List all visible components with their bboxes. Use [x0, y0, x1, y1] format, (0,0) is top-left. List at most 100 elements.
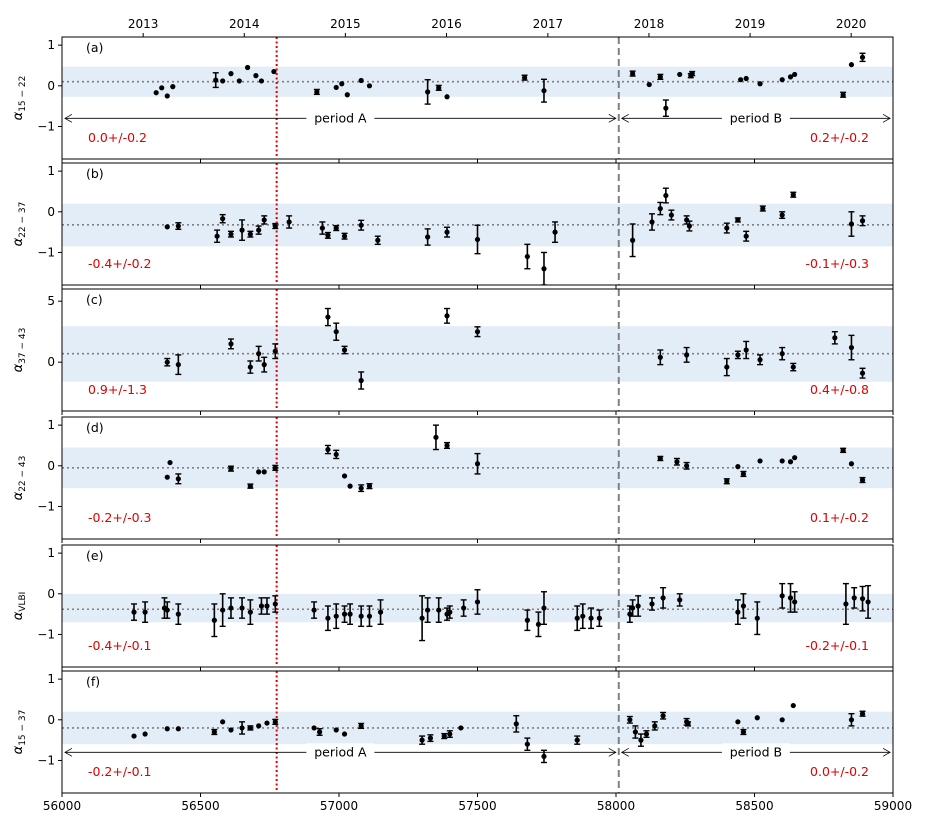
panel-label: (e): [86, 548, 103, 563]
data-point: [626, 715, 633, 724]
data-point: [474, 326, 481, 338]
data-marker: [377, 609, 384, 615]
mjd-axis: 56000 56500 57000 57500 58000 58500 59000: [43, 799, 912, 813]
panel-d: −1 0 1 (d) α22 − 43 -0.2+/-0.3 0.1+/-0.2: [11, 416, 894, 543]
data-point: [333, 603, 340, 630]
data-marker: [743, 75, 749, 82]
data-point: [657, 201, 664, 216]
data-marker: [632, 729, 638, 735]
data-point: [521, 74, 528, 81]
period-arrow-head: [620, 113, 629, 123]
data-marker: [657, 205, 663, 212]
data-marker: [541, 605, 547, 611]
data-marker: [261, 217, 267, 223]
data-point: [588, 607, 595, 630]
data-marker: [228, 71, 234, 77]
data-point: [164, 726, 170, 732]
data-marker: [738, 77, 744, 83]
data-point: [153, 90, 159, 96]
data-point: [333, 727, 339, 733]
data-point: [791, 591, 798, 613]
data-marker: [258, 78, 265, 84]
data-point: [779, 582, 786, 609]
data-point: [324, 605, 331, 632]
data-point: [734, 217, 741, 223]
data-point: [424, 228, 431, 246]
data-marker: [754, 715, 760, 721]
data-point: [579, 603, 586, 630]
data-point: [324, 444, 331, 455]
data-marker: [779, 593, 785, 599]
data-marker: [341, 611, 348, 617]
data-point: [660, 711, 667, 720]
data-point: [840, 447, 847, 454]
data-marker: [843, 601, 849, 607]
data-marker: [513, 721, 519, 727]
data-marker: [211, 729, 217, 735]
data-marker: [271, 68, 277, 75]
data-point: [643, 730, 650, 738]
data-marker: [333, 329, 339, 335]
data-point: [757, 81, 763, 87]
data-point: [358, 77, 364, 84]
data-point: [333, 449, 340, 460]
data-point: [474, 589, 481, 615]
data-point: [164, 93, 170, 99]
data-point: [848, 461, 855, 467]
x-tick-label: 56500: [181, 799, 219, 813]
data-point: [344, 92, 350, 98]
data-marker: [779, 77, 785, 83]
y-axis-label: α15 − 37: [11, 710, 28, 755]
data-marker: [142, 609, 148, 615]
data-point: [629, 599, 636, 617]
data-point: [629, 223, 636, 258]
data-point: [256, 723, 262, 729]
data-marker: [341, 731, 348, 737]
data-marker: [244, 64, 251, 71]
data-point: [313, 88, 320, 96]
data-point: [311, 725, 317, 731]
data-marker: [627, 611, 633, 617]
data-marker: [325, 314, 331, 320]
y-tick-label: 0: [47, 587, 55, 601]
data-marker: [164, 359, 170, 365]
data-point: [316, 728, 323, 736]
data-point: [339, 81, 345, 87]
data-point: [759, 205, 766, 212]
data-marker: [724, 364, 730, 370]
data-point: [261, 469, 267, 475]
data-point: [540, 78, 547, 103]
data-marker: [630, 71, 636, 77]
data-marker: [131, 733, 137, 739]
data-marker: [333, 225, 339, 231]
data-marker: [735, 609, 741, 615]
period-label-bg: [306, 109, 375, 127]
data-point: [848, 62, 855, 68]
data-point: [286, 215, 293, 229]
period-arrow-head: [608, 113, 617, 123]
data-marker: [521, 75, 528, 81]
data-marker: [256, 723, 262, 729]
period-arrow-head: [882, 747, 891, 757]
data-point: [662, 99, 669, 118]
y-tick-label: −1: [37, 499, 55, 513]
y-tick-label: −1: [37, 245, 55, 259]
data-point: [787, 74, 794, 80]
data-marker: [258, 603, 265, 609]
data-point: [444, 226, 451, 238]
data-marker: [779, 458, 785, 464]
x-tick-label: 58500: [735, 799, 773, 813]
data-point: [540, 591, 547, 625]
data-point: [651, 721, 658, 731]
data-marker: [859, 370, 866, 376]
data-marker: [333, 451, 339, 458]
data-marker: [256, 227, 262, 233]
data-marker: [580, 613, 586, 619]
data-marker: [425, 234, 431, 240]
period-arrow-head: [64, 747, 73, 757]
panel-frame: [61, 36, 894, 160]
data-point: [432, 424, 439, 451]
data-point: [657, 73, 664, 80]
y-tick-label: 1: [47, 546, 55, 560]
